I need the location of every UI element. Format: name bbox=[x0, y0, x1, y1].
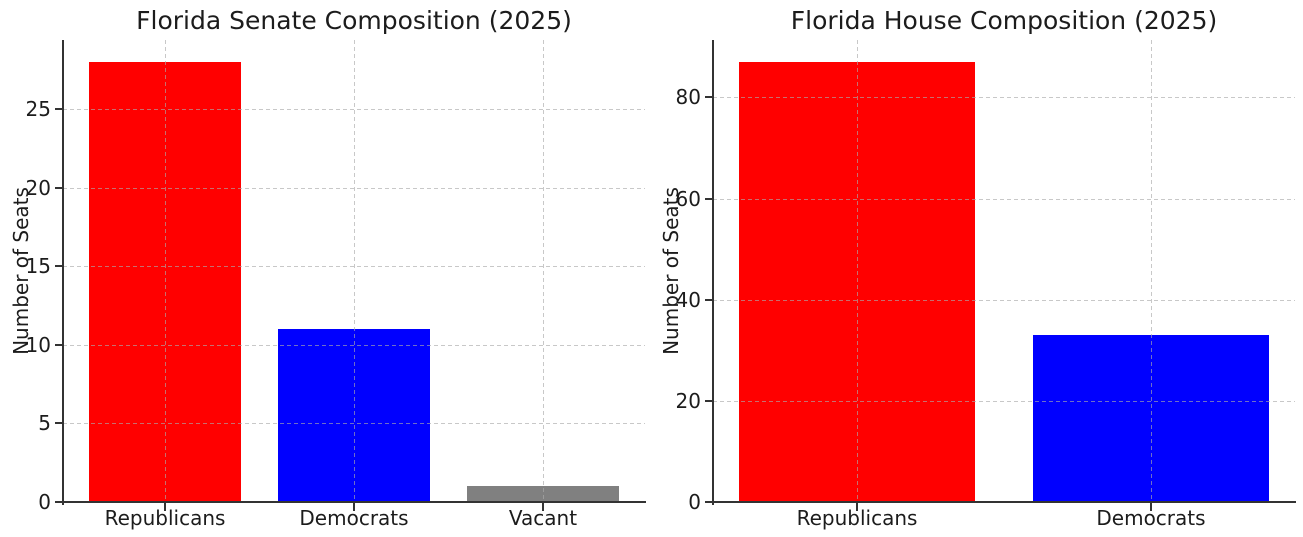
y-tick-10 bbox=[55, 343, 63, 346]
grid-line-democrats bbox=[1151, 40, 1152, 502]
y-tick-label-5: 5 bbox=[38, 411, 51, 436]
y-tick-label-25: 25 bbox=[25, 97, 51, 122]
x-axis-spine bbox=[62, 501, 646, 503]
y-tick-label-40: 40 bbox=[675, 287, 701, 312]
x-tick-democrats bbox=[1149, 503, 1152, 511]
y-tick-label-80: 80 bbox=[675, 85, 701, 110]
y-tick-label-0: 0 bbox=[38, 490, 51, 514]
x-tick-label-democrats: Democrats bbox=[299, 506, 409, 530]
y-tick-5 bbox=[55, 422, 63, 425]
x-tick-democrats bbox=[353, 503, 355, 511]
senate-chart-title: Florida Senate Composition (2025) bbox=[136, 6, 572, 35]
grid-line-vacant bbox=[543, 40, 544, 502]
y-axis-spine bbox=[62, 40, 64, 505]
house-y-axis-label: Number of Seats bbox=[659, 187, 683, 355]
x-axis-spine bbox=[712, 501, 1296, 503]
grid-line-y-80 bbox=[713, 97, 1295, 98]
house-chart-title: Florida House Composition (2025) bbox=[790, 6, 1218, 35]
y-tick-label-60: 60 bbox=[675, 186, 701, 211]
y-tick-15 bbox=[55, 265, 63, 268]
x-tick-republicans bbox=[164, 503, 167, 511]
y-tick-40 bbox=[705, 298, 713, 301]
grid-line-y-25 bbox=[63, 109, 645, 110]
x-tick-republicans bbox=[856, 503, 859, 511]
grid-line-y-40 bbox=[713, 300, 1295, 301]
grid-line-y-5 bbox=[63, 423, 645, 424]
x-tick-label-vacant: Vacant bbox=[508, 506, 578, 530]
grid-line-y-10 bbox=[63, 345, 645, 346]
y-tick-label-0: 0 bbox=[688, 490, 701, 514]
y-tick-0 bbox=[55, 501, 63, 503]
y-tick-60 bbox=[705, 197, 713, 200]
grid-line-y-20 bbox=[63, 188, 645, 189]
bar-democrats bbox=[1033, 335, 1269, 502]
y-tick-0 bbox=[705, 501, 713, 503]
grid-line-y-60 bbox=[713, 199, 1295, 200]
x-tick-vacant bbox=[541, 503, 544, 511]
y-tick-label-20: 20 bbox=[675, 388, 701, 413]
grid-line-democrats bbox=[354, 40, 355, 502]
y-tick-label-15: 15 bbox=[25, 254, 51, 279]
y-tick-label-10: 10 bbox=[25, 332, 51, 357]
bar-vacant bbox=[467, 486, 619, 502]
x-tick-label-democrats: Democrats bbox=[1096, 506, 1206, 530]
y-axis-spine bbox=[712, 40, 714, 505]
y-tick-80 bbox=[705, 96, 713, 99]
y-tick-label-20: 20 bbox=[25, 175, 51, 200]
grid-line-republicans bbox=[165, 40, 166, 502]
y-tick-20 bbox=[55, 186, 63, 189]
grid-line-republicans bbox=[857, 40, 858, 502]
y-tick-25 bbox=[55, 108, 63, 111]
x-tick-label-republicans: Republicans bbox=[104, 506, 226, 530]
bar-democrats bbox=[278, 329, 430, 502]
x-tick-label-republicans: Republicans bbox=[796, 506, 918, 530]
grid-line-y-15 bbox=[63, 266, 645, 267]
grid-line-y-20 bbox=[713, 401, 1295, 402]
y-tick-20 bbox=[705, 399, 713, 402]
